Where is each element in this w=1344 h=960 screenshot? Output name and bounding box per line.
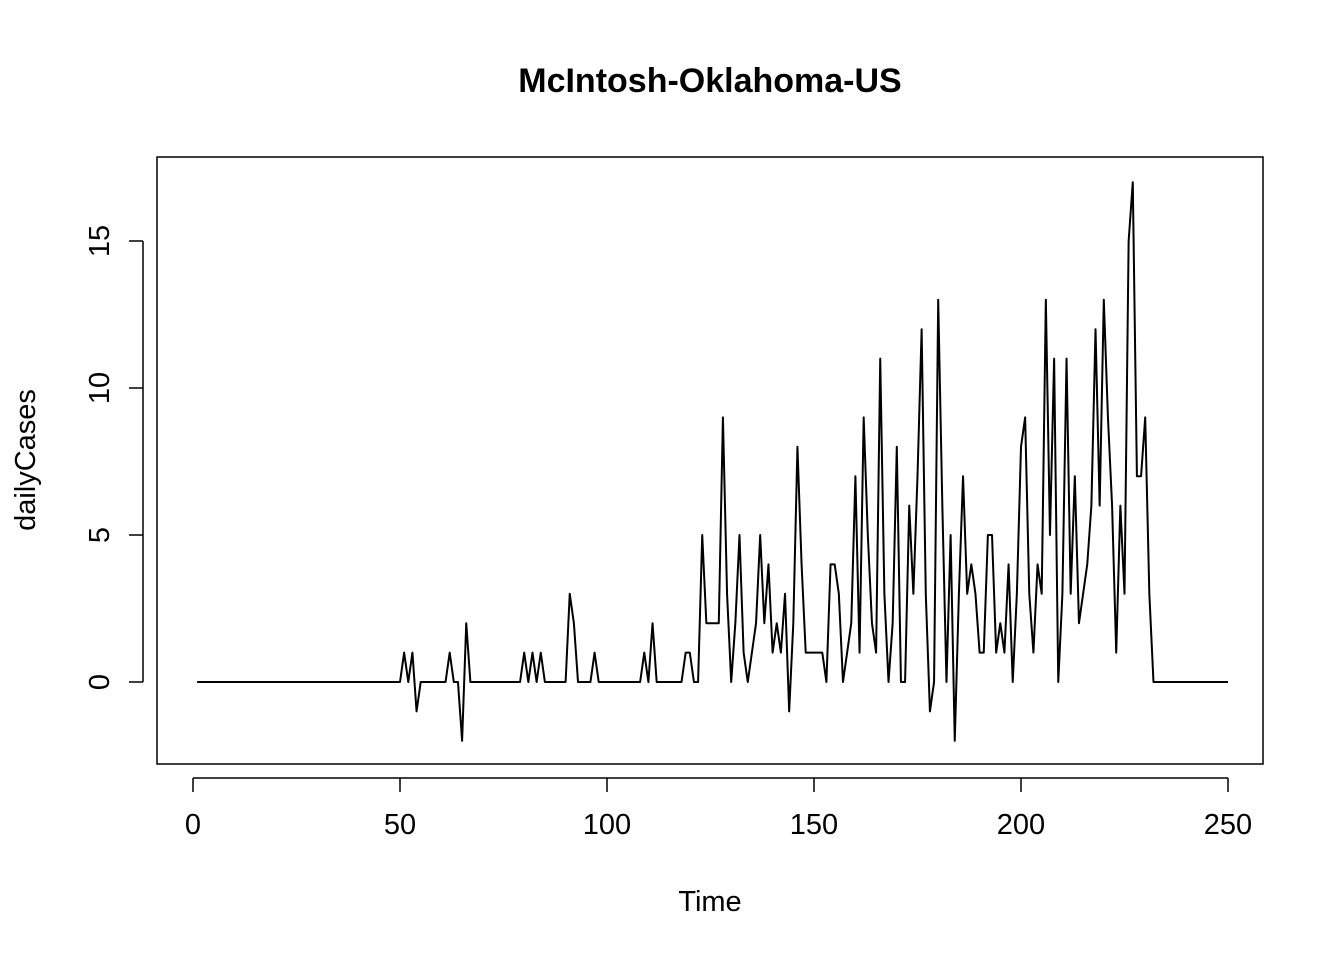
y-tick-label: 15 [84, 225, 116, 257]
series-line [197, 181, 1228, 742]
x-tick-label: 50 [384, 809, 416, 841]
y-tick-label: 0 [84, 674, 116, 690]
y-tick-label: 10 [84, 372, 116, 404]
x-axis-label: Time [678, 886, 741, 918]
x-tick-label: 200 [997, 809, 1045, 841]
series-layer [197, 181, 1228, 742]
y-axis: 0 5 10 15 [84, 225, 144, 690]
y-axis-label: dailyCases [10, 389, 42, 531]
x-tick-label: 100 [583, 809, 631, 841]
x-axis: 0 50 100 150 200 250 [185, 777, 1252, 841]
chart-title: McIntosh-Oklahoma-US [518, 62, 901, 100]
x-tick-label: 0 [185, 809, 201, 841]
plot-frame [156, 156, 1264, 765]
y-tick-label: 5 [84, 527, 116, 543]
x-tick-label: 250 [1204, 809, 1252, 841]
x-tick-label: 150 [790, 809, 838, 841]
